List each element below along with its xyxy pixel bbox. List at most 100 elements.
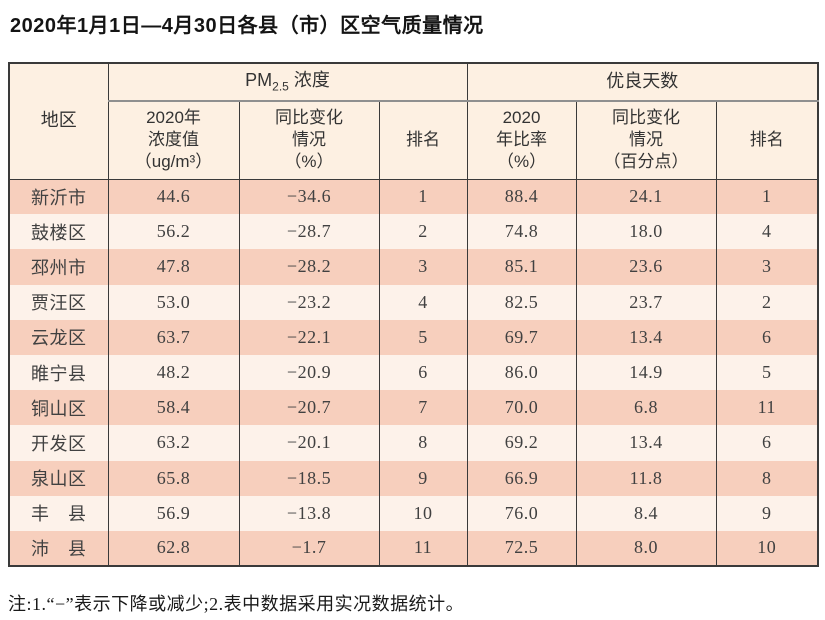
good-rank-cell: 5 (715, 354, 819, 391)
table-row: 铜山区 58.4 −20.7 7 70.0 6.8 11 (8, 390, 819, 426)
pm25-change-cell: −1.7 (238, 530, 379, 567)
table-row: 贾汪区 53.0 −23.2 4 82.5 23.7 2 (8, 284, 819, 320)
pm25-rank-cell: 6 (378, 354, 468, 391)
pm25-change-column-header: 同比变化 情况 （%） (238, 101, 379, 180)
pm25-rank-cell: 5 (378, 319, 468, 355)
region-column-header: 地区 (8, 63, 108, 180)
table-row: 丰 县 56.9 −13.8 10 76.0 8.4 9 (8, 495, 819, 531)
good-change-cell: 23.6 (575, 249, 717, 285)
pm25-label-suffix: 浓度 (288, 69, 330, 90)
pm25-change-cell: −28.7 (238, 214, 379, 250)
table-header: 地区 PM2.5 浓度 优良天数 2020年 浓度值 （ug/m³） 同比变化 … (8, 63, 819, 180)
pm25-rank-cell: 3 (378, 249, 468, 285)
region-cell: 睢宁县 (8, 354, 108, 391)
pm25-rank-cell: 11 (378, 530, 468, 567)
table-row: 开发区 63.2 −20.1 8 69.2 13.4 6 (8, 425, 819, 461)
good-rank-cell: 9 (715, 495, 819, 531)
good-rate-cell: 72.5 (466, 530, 577, 567)
pm25-label-subscript: 2.5 (272, 79, 289, 94)
pm25-value-column-header: 2020年 浓度值 （ug/m³） (107, 101, 239, 180)
pm25-value-cell: 63.2 (107, 425, 239, 461)
pm25-rank-cell: 2 (378, 214, 468, 250)
region-cell: 鼓楼区 (8, 214, 108, 250)
good-rate-cell: 82.5 (466, 284, 577, 320)
good-change-cell: 18.0 (575, 214, 717, 250)
air-quality-table: 地区 PM2.5 浓度 优良天数 2020年 浓度值 （ug/m³） 同比变化 … (8, 62, 820, 568)
good-rank-cell: 10 (715, 530, 819, 567)
good-rank-cell: 11 (715, 390, 819, 426)
good-change-cell: 24.1 (575, 179, 717, 215)
good-change-cell: 8.0 (575, 530, 717, 567)
region-cell: 泉山区 (8, 460, 108, 496)
good-rank-cell: 8 (715, 460, 819, 496)
pm25-rank-cell: 9 (378, 460, 468, 496)
good-change-cell: 11.8 (575, 460, 717, 496)
good-change-cell: 13.4 (575, 319, 717, 355)
good-rate-cell: 69.2 (466, 425, 577, 461)
table-row: 云龙区 63.7 −22.1 5 69.7 13.4 6 (8, 319, 819, 355)
pm25-value-cell: 56.9 (107, 495, 239, 531)
header-group-row: 地区 PM2.5 浓度 优良天数 (8, 63, 819, 180)
good-rate-cell: 66.9 (466, 460, 577, 496)
table-row: 邳州市 47.8 −28.2 3 85.1 23.6 3 (8, 249, 819, 285)
good-rate-cell: 70.0 (466, 390, 577, 426)
good-rank-cell: 4 (715, 214, 819, 250)
pm25-change-cell: −23.2 (238, 284, 379, 320)
good-rank-column-header: 排名 (715, 101, 819, 180)
pm25-value-cell: 63.7 (107, 319, 239, 355)
pm25-rank-cell: 7 (378, 390, 468, 426)
pm25-rank-cell: 8 (378, 425, 468, 461)
good-change-column-header: 同比变化 情况 （百分点） (575, 101, 717, 180)
good-change-cell: 23.7 (575, 284, 717, 320)
table-row: 睢宁县 48.2 −20.9 6 86.0 14.9 5 (8, 354, 819, 391)
table-row: 新沂市 44.6 −34.6 1 88.4 24.1 1 (8, 179, 819, 215)
pm25-rank-column-header: 排名 (378, 101, 468, 180)
pm25-change-cell: −34.6 (238, 179, 379, 215)
region-cell: 铜山区 (8, 390, 108, 426)
pm25-change-cell: −13.8 (238, 495, 379, 531)
good-rank-cell: 2 (715, 284, 819, 320)
pm25-change-cell: −20.9 (238, 354, 379, 391)
region-cell: 开发区 (8, 425, 108, 461)
good-rate-cell: 88.4 (466, 179, 577, 215)
pm25-value-cell: 47.8 (107, 249, 239, 285)
good-rate-cell: 85.1 (466, 249, 577, 285)
good-rank-cell: 6 (715, 319, 819, 355)
good-change-cell: 8.4 (575, 495, 717, 531)
table-body: 新沂市 44.6 −34.6 1 88.4 24.1 1 鼓楼区 56.2 −28.7 2 74.8 1… (8, 179, 819, 567)
footnote: 注:1.“−”表示下降或减少;2.表中数据采用实况数据统计。 (8, 594, 465, 614)
good-rate-column-header: 2020 年比率 （%） (466, 101, 577, 180)
pm25-value-cell: 65.8 (107, 460, 239, 496)
pm25-value-cell: 56.2 (107, 214, 239, 250)
table-row: 沛 县 62.8 −1.7 11 72.5 8.0 10 (8, 530, 819, 567)
good-rate-cell: 69.7 (466, 319, 577, 355)
good-days-group-header: 优良天数 (466, 63, 819, 102)
region-cell: 沛 县 (8, 530, 108, 567)
pm25-change-cell: −28.2 (238, 249, 379, 285)
pm25-change-cell: −20.1 (238, 425, 379, 461)
pm25-value-cell: 53.0 (107, 284, 239, 320)
pm25-change-cell: −18.5 (238, 460, 379, 496)
pm25-value-cell: 44.6 (107, 179, 239, 215)
region-cell: 新沂市 (8, 179, 108, 215)
table-row: 鼓楼区 56.2 −28.7 2 74.8 18.0 4 (8, 214, 819, 250)
pm25-group-header: PM2.5 浓度 (107, 63, 468, 102)
pm25-change-cell: −20.7 (238, 390, 379, 426)
region-cell: 丰 县 (8, 495, 108, 531)
page-title: 2020年1月1日—4月30日各县（市）区空气质量情况 (10, 15, 484, 37)
good-rank-cell: 1 (715, 179, 819, 215)
pm25-value-cell: 58.4 (107, 390, 239, 426)
good-rank-cell: 6 (715, 425, 819, 461)
region-cell: 邳州市 (8, 249, 108, 285)
good-change-cell: 13.4 (575, 425, 717, 461)
good-rate-cell: 74.8 (466, 214, 577, 250)
header-sub-row: 2020年 浓度值 （ug/m³） 同比变化 情况 （%） 排名 2020 年比… (9, 101, 819, 180)
region-cell: 贾汪区 (8, 284, 108, 320)
good-rate-cell: 76.0 (466, 495, 577, 531)
table-row: 泉山区 65.8 −18.5 9 66.9 11.8 8 (8, 460, 819, 496)
pm25-rank-cell: 10 (378, 495, 468, 531)
good-change-cell: 14.9 (575, 354, 717, 391)
good-rate-cell: 86.0 (466, 354, 577, 391)
pm25-label-prefix: PM (245, 69, 273, 90)
good-rank-cell: 3 (715, 249, 819, 285)
